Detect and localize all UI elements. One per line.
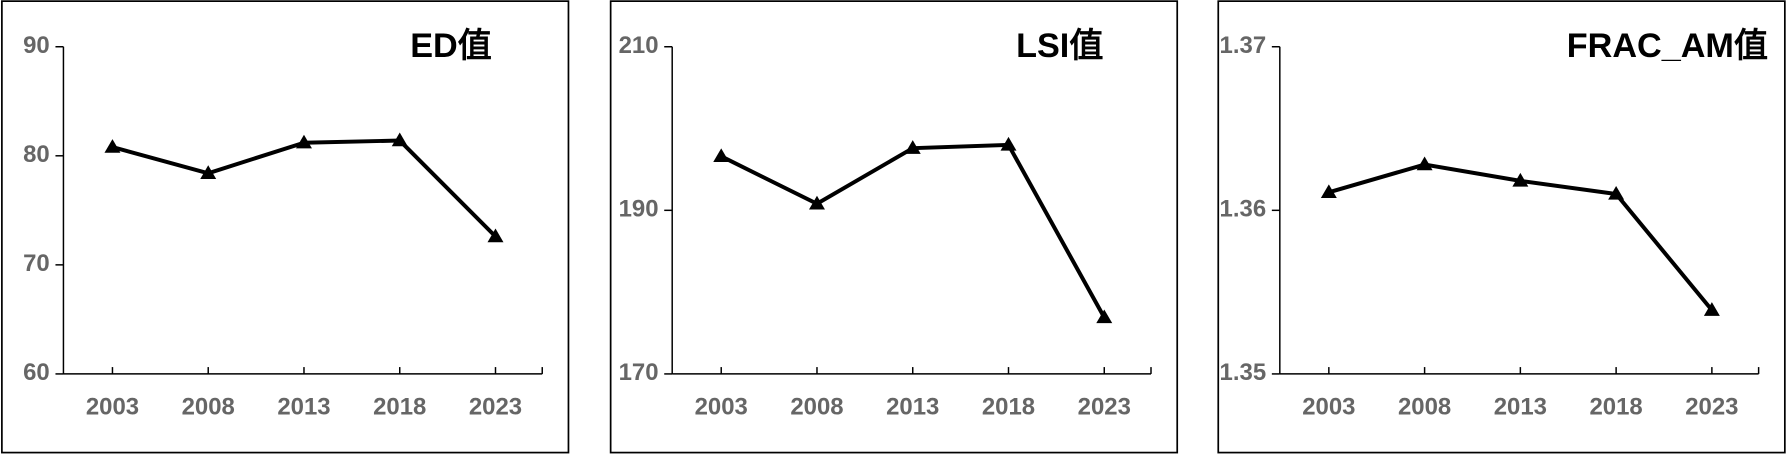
y-tick-label: 170 — [619, 359, 659, 386]
marker — [713, 148, 730, 163]
marker — [296, 134, 312, 149]
x-tick-label: 2023 — [1078, 393, 1131, 420]
chart-title: ED值 — [410, 27, 492, 65]
y-tick-label: 70 — [23, 250, 50, 277]
y-tick-label: 60 — [23, 359, 50, 386]
chart-panel: LSI值 170 190 210 2003 2008 2013 2018 2023 — [609, 0, 1179, 454]
marker — [200, 165, 217, 179]
marker — [904, 140, 921, 154]
y-tick-label: 90 — [23, 32, 50, 59]
x-tick-label: 2013 — [277, 393, 330, 420]
marker — [1703, 302, 1720, 316]
x-tick-label: 2018 — [1589, 393, 1642, 420]
marker — [1096, 309, 1113, 324]
x-tick-label: 2003 — [1302, 393, 1355, 420]
x-tick-label: 2008 — [790, 393, 843, 420]
panel-border — [609, 0, 1179, 454]
y-tick-label: 1.37 — [1220, 32, 1267, 59]
x-tick-label: 2003 — [86, 393, 139, 420]
marker — [487, 228, 504, 243]
x-tick-label: 2008 — [1398, 393, 1451, 420]
x-tick-label: 2003 — [695, 393, 748, 420]
marker — [1320, 184, 1337, 199]
chart-title: LSI值 — [1016, 27, 1103, 65]
marker — [1000, 136, 1017, 151]
marker — [104, 139, 121, 153]
x-tick-label: 2013 — [886, 393, 939, 420]
line-series — [111, 138, 497, 238]
marker — [1512, 172, 1529, 187]
chart-panel: ED值 60 70 80 90 2003 2008 2013 2018 2023 — [1, 0, 570, 454]
marker — [1608, 185, 1625, 200]
x-tick-label: 2023 — [1685, 393, 1738, 420]
x-tick-label: 2018 — [982, 393, 1035, 420]
panel-border — [1217, 0, 1786, 454]
y-tick-label: 1.35 — [1220, 359, 1267, 386]
marker — [391, 132, 408, 147]
chart-title: FRAC_AM值 — [1567, 27, 1768, 65]
chart-panel: FRAC_AM值 1.35 1.36 1.37 2003 2008 2013 2018 2023 — [1217, 0, 1786, 454]
marker — [809, 195, 825, 210]
y-tick-label: 1.36 — [1220, 196, 1267, 223]
line-series — [720, 142, 1107, 319]
y-tick-label: 190 — [619, 196, 659, 223]
panel-border — [1, 0, 570, 454]
x-tick-label: 2023 — [469, 393, 522, 420]
y-tick-label: 80 — [23, 141, 50, 168]
marker — [1416, 156, 1433, 171]
x-tick-label: 2018 — [373, 393, 426, 420]
y-tick-label: 210 — [619, 32, 659, 59]
x-tick-label: 2008 — [182, 393, 235, 420]
x-tick-label: 2013 — [1494, 393, 1547, 420]
